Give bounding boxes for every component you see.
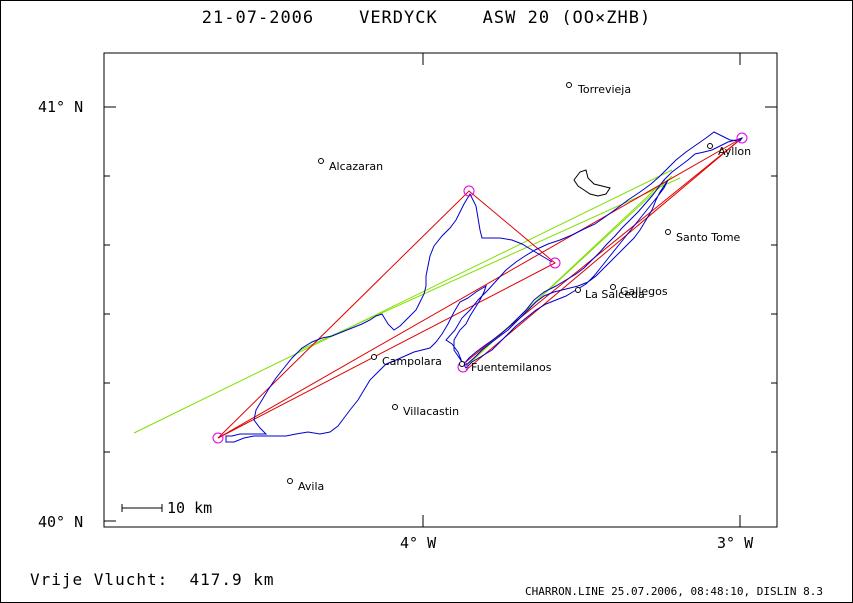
marker-la-salceda: [575, 287, 581, 293]
lat-ticks: [104, 106, 777, 522]
place-label-santo-tome: Santo Tome: [676, 231, 741, 244]
place-label-alcazaran: Alcazaran: [329, 160, 383, 173]
task-lines: [217, 137, 743, 439]
page-title: 21-07-2006 VERDYCK ASW 20 (OO×ZHB): [201, 8, 652, 28]
lat-label-40: 40° N: [38, 513, 83, 531]
distance-readout: Vrije Vlucht: 417.9 km: [30, 570, 275, 589]
alt-lines: [133, 169, 681, 434]
lon-label-3w: 3° W: [717, 534, 754, 552]
place-label-avila: Avila: [298, 480, 324, 493]
plot-frame: [103, 52, 778, 528]
footer-info: CHARRON.LINE 25.07.2006, 08:48:10, DISLI…: [524, 585, 823, 598]
lon-label-4w: 4° W: [400, 534, 437, 552]
marker-avila: [287, 478, 293, 484]
place-label-la-salceda: La Salceda: [585, 288, 645, 301]
place-label-ayllon: Ayllon: [718, 145, 751, 158]
place-markers: [287, 82, 713, 484]
marker-ayllon: [707, 143, 713, 149]
turnpoint-1: [463, 185, 475, 197]
turnpoint-3: [736, 132, 748, 144]
marker-villacastin: [392, 404, 398, 410]
turnpoint-start: [212, 432, 224, 444]
marker-alcazaran: [318, 158, 324, 164]
place-label-gallegos: Gallegos: [620, 285, 668, 298]
place-label-torrevieja: Torrevieja: [577, 83, 631, 96]
marker-campolara: [371, 354, 377, 360]
marker-torrevieja: [566, 82, 572, 88]
gps-track: [225, 131, 744, 443]
lake-outline: [573, 169, 611, 197]
marker-fuentemilanos: [459, 361, 465, 367]
place-label-fuentemilanos: Fuentemilanos: [471, 361, 552, 374]
marker-gallegos: [610, 284, 616, 290]
turnpoints: [212, 132, 748, 444]
scale-bar-label: 10 km: [167, 499, 212, 517]
lat-label-41: 41° N: [38, 98, 83, 116]
place-label-campolara: Campolara: [382, 355, 442, 368]
scale-bar: 10 km: [121, 499, 212, 517]
place-label-villacastin: Villacastin: [403, 405, 459, 418]
marker-santo-tome: [665, 229, 671, 235]
lon-ticks: [422, 53, 741, 527]
turnpoint-2: [549, 257, 561, 269]
